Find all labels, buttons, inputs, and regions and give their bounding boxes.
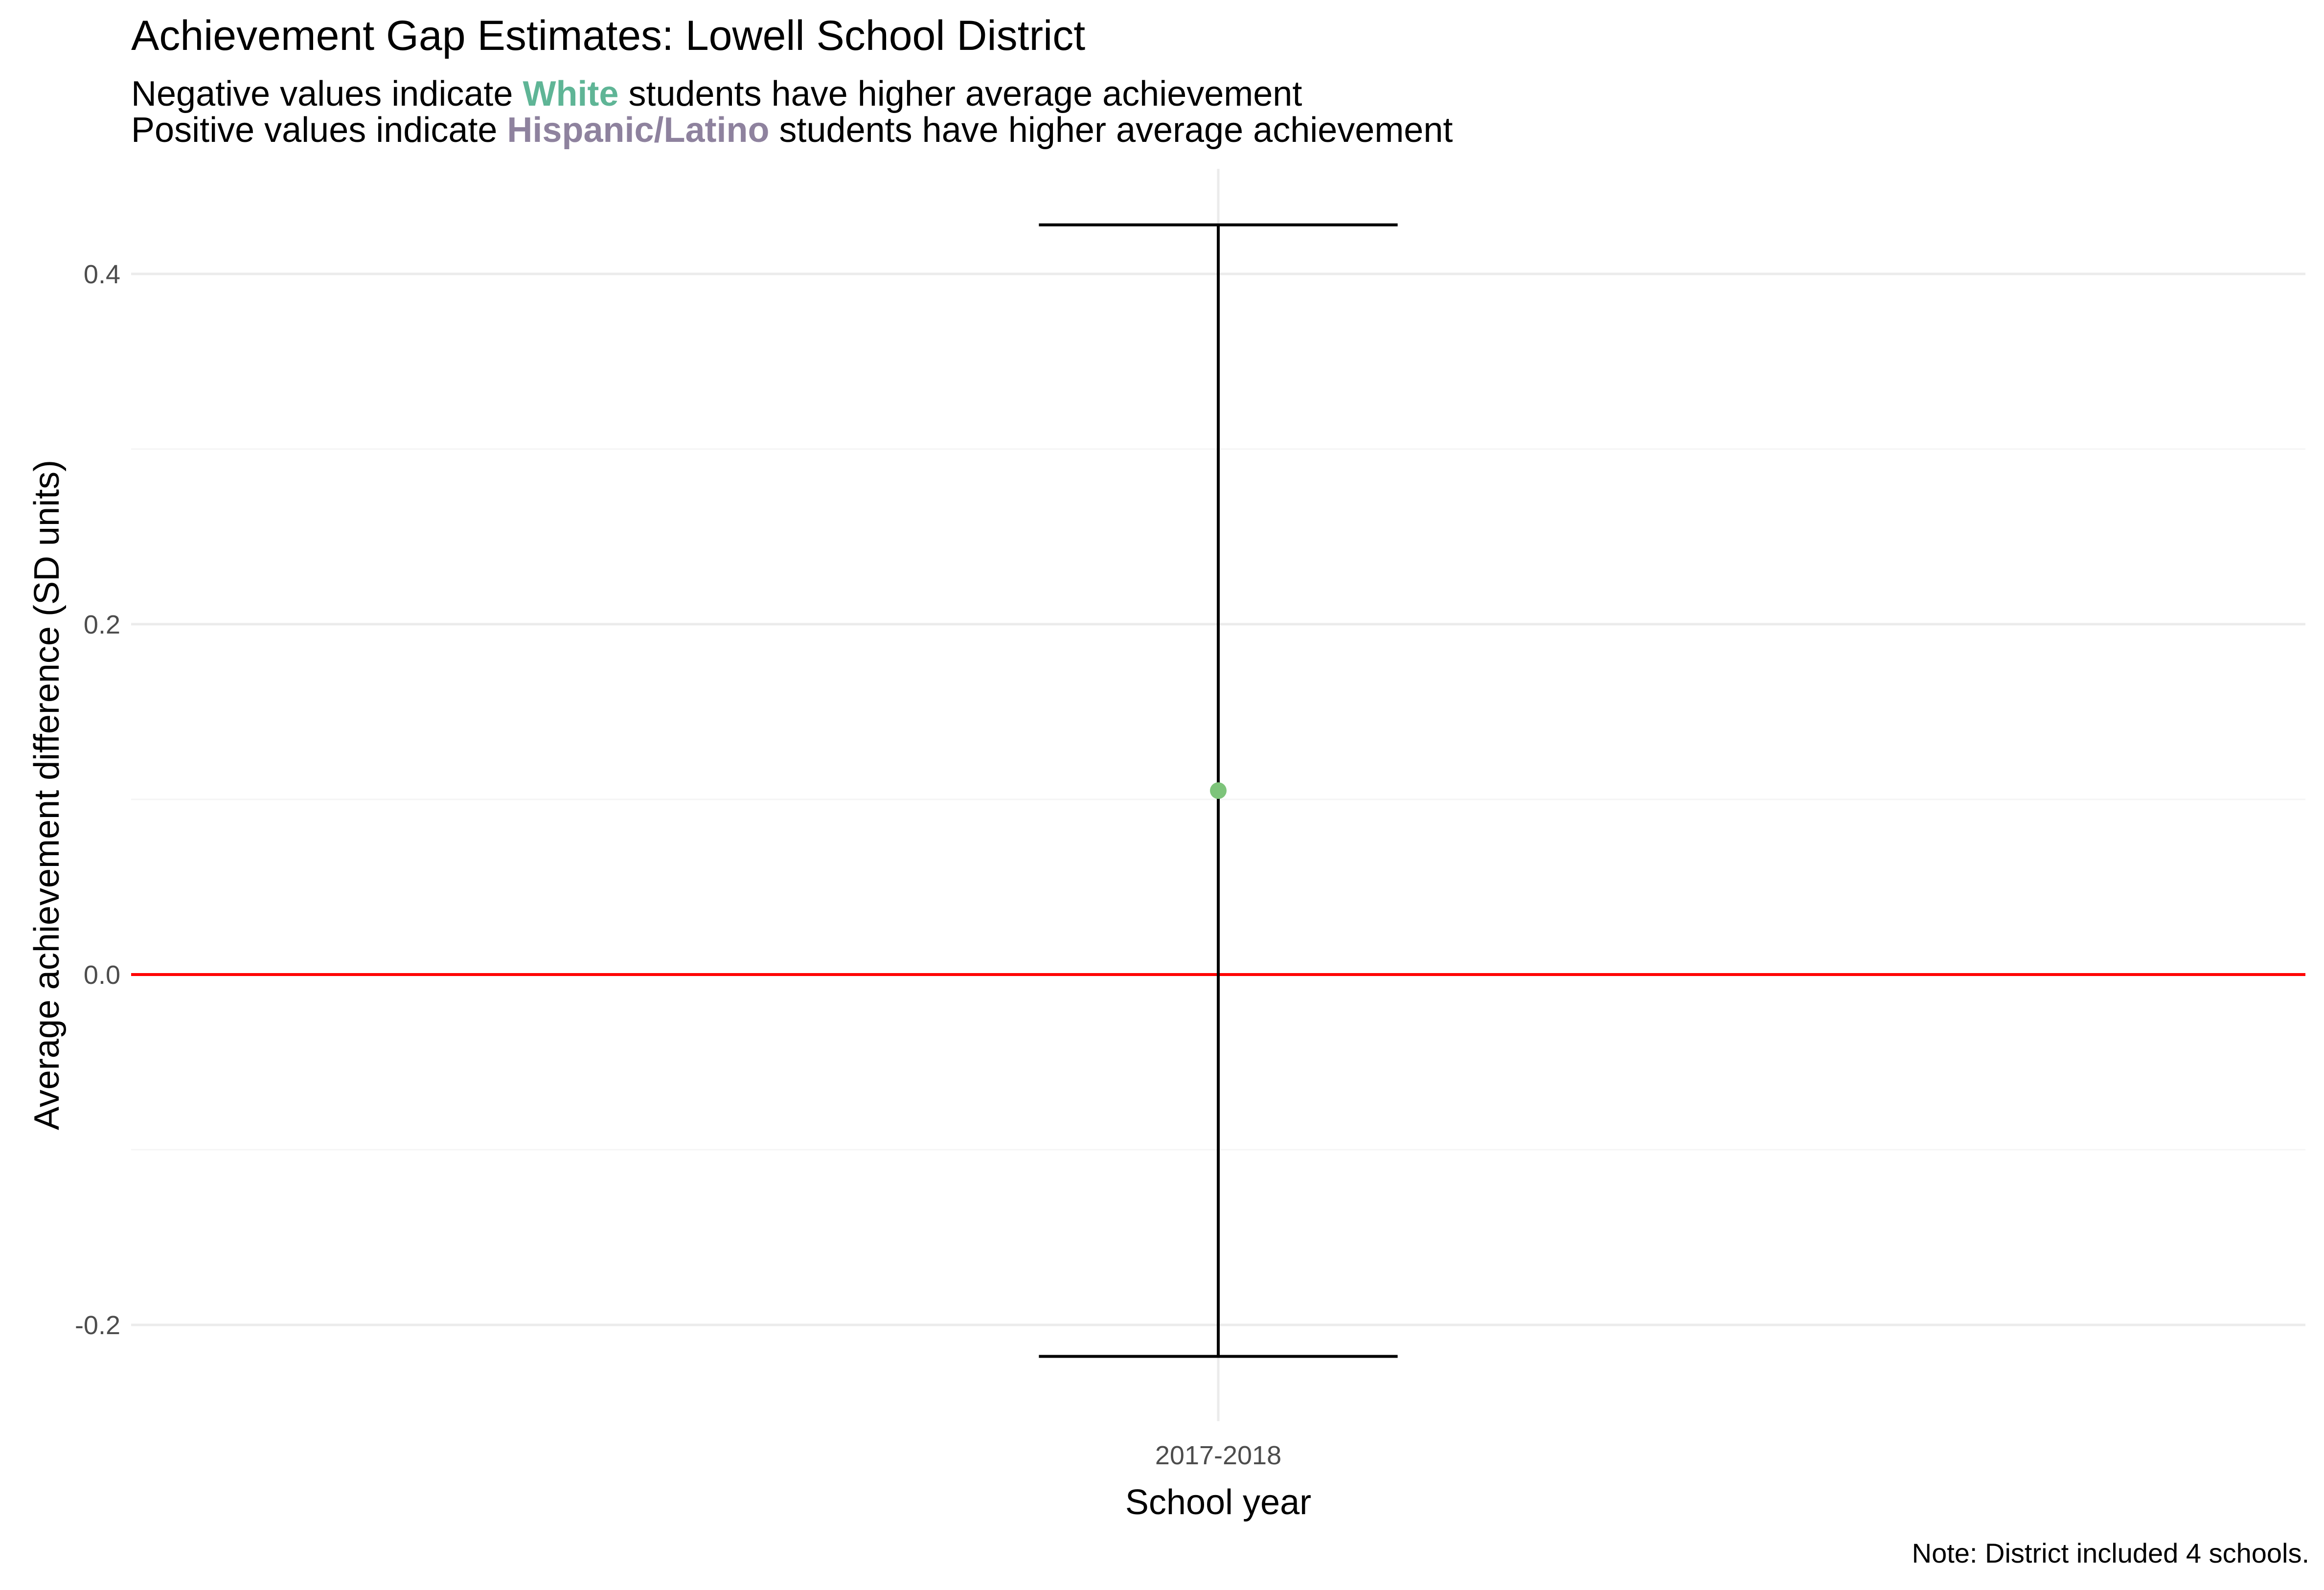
chart-caption: Note: District included 4 schools.	[1912, 1538, 2309, 1568]
ticks-layer: -0.2 0.0 0.2 0.4 2017-2018	[75, 260, 1281, 1470]
y-axis-title: Average achievement difference (SD units…	[27, 460, 67, 1130]
y-tick-label: 0.0	[84, 960, 120, 990]
x-tick-label: 2017-2018	[1155, 1441, 1281, 1470]
subtitle-highlight-white: White	[523, 74, 619, 114]
chart-title: Achievement Gap Estimates: Lowell School…	[131, 12, 1086, 59]
chart-subtitle-line-2: Positive values indicate Hispanic/Latino…	[131, 111, 1453, 150]
subtitle-2-text-after: students have higher average achievement	[769, 111, 1453, 150]
y-tick-label: -0.2	[75, 1311, 120, 1340]
y-tick-label: 0.4	[84, 260, 120, 289]
subtitle-highlight-hispanic: Hispanic/Latino	[507, 111, 770, 150]
marks-layer	[131, 223, 2305, 1358]
chart-subtitle-line-1: Negative values indicate White students …	[131, 74, 1302, 114]
y-tick-label: 0.2	[84, 610, 120, 639]
subtitle-2-text-before: Positive values indicate	[131, 111, 507, 150]
data-point	[1210, 782, 1227, 799]
subtitle-1-text-before: Negative values indicate	[131, 74, 523, 114]
subtitle-1-text-after: students have higher average achievement	[618, 74, 1302, 114]
x-axis-title: School year	[1125, 1483, 1311, 1522]
